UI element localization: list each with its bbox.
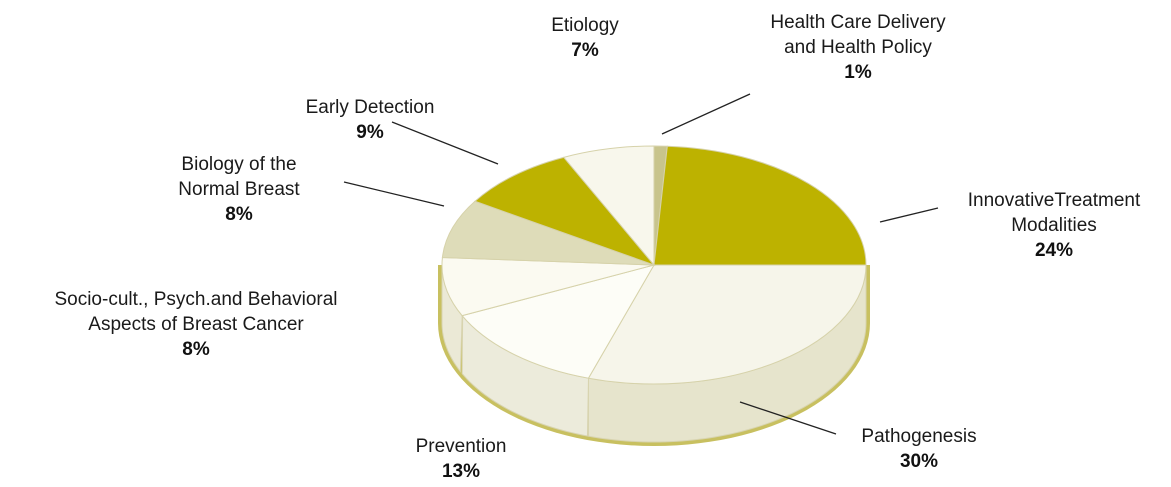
pie-slice-8 (562, 145, 655, 267)
pie-top (441, 145, 867, 385)
slice-label-group-5: Socio-cult., Psych.and Behavioral Aspects… (54, 289, 337, 360)
pie-slice-6 (441, 200, 655, 266)
slice-value-label: 1% (844, 62, 872, 83)
leader-line-1 (661, 93, 751, 135)
slice-label-group-4: Prevention 13% (416, 436, 507, 482)
slice-value-label: 24% (1035, 240, 1073, 261)
pie-slice-3 (587, 264, 867, 385)
pie-slice-7 (474, 156, 656, 267)
leader-line-3 (739, 401, 837, 435)
slice-value-label: 13% (442, 461, 480, 482)
slice-label-text: Pathogenesis (861, 426, 976, 447)
slice-labels: Health Care Delivery and Health Policy 1% I… (54, 12, 1140, 482)
slice-label-text: Health Care Delivery (770, 12, 946, 33)
slice-value-label: 8% (225, 204, 253, 225)
slice-label-text: Socio-cult., Psych.and Behavioral (54, 289, 337, 310)
slice-label-text: and Health Policy (784, 37, 932, 58)
slice-label-group-3: Pathogenesis 30% (861, 426, 976, 472)
slice-value-label: 30% (900, 451, 938, 472)
leader-line-6 (343, 181, 445, 207)
slice-label-text: Early Detection (306, 97, 435, 118)
pie-slice-5 (441, 257, 655, 317)
pie-slice-2 (653, 145, 867, 266)
slice-label-text: Biology of the (181, 154, 296, 175)
leader-line-2 (879, 207, 939, 223)
slice-value-label: 7% (571, 40, 599, 61)
slice-label-group-7: Early Detection 9% (306, 97, 435, 143)
pie-sides (441, 264, 867, 443)
leader-line-7 (391, 121, 499, 165)
slice-label-text: Modalities (1011, 215, 1097, 236)
slice-label-text: Prevention (416, 436, 507, 457)
slice-value-label: 9% (356, 122, 384, 143)
slice-label-text: InnovativeTreatment (968, 190, 1141, 211)
slice-label-group-1: Health Care Delivery and Health Policy 1% (770, 12, 946, 83)
slice-label-group-6: Biology of the Normal Breast 8% (178, 154, 300, 225)
slice-label-text: Etiology (551, 15, 619, 36)
pie-slice-4 (461, 264, 656, 379)
slice-value-label: 8% (182, 339, 210, 360)
leader-lines (343, 93, 939, 435)
slice-label-text: Normal Breast (178, 179, 300, 200)
slice-label-group-2: InnovativeTreatment Modalities 24% (968, 190, 1141, 261)
slice-label-group-8: Etiology 7% (551, 15, 619, 61)
slice-label-text: Aspects of Breast Cancer (88, 314, 304, 335)
